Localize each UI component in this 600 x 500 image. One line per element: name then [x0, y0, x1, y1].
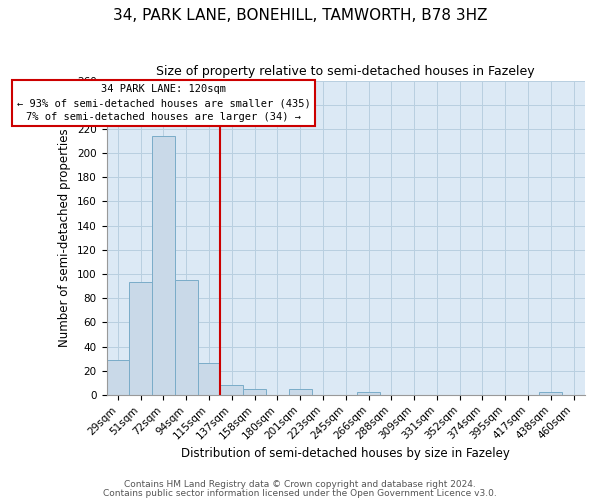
- Bar: [197, 364, 220, 395]
- Bar: [357, 392, 380, 395]
- Text: 34 PARK LANE: 120sqm
← 93% of semi-detached houses are smaller (435)
7% of semi-: 34 PARK LANE: 120sqm ← 93% of semi-detac…: [17, 84, 310, 122]
- Bar: [152, 136, 175, 395]
- Text: Contains HM Land Registry data © Crown copyright and database right 2024.: Contains HM Land Registry data © Crown c…: [124, 480, 476, 489]
- Bar: [289, 389, 311, 395]
- Bar: [107, 360, 130, 395]
- Bar: [243, 389, 266, 395]
- X-axis label: Distribution of semi-detached houses by size in Fazeley: Distribution of semi-detached houses by …: [181, 447, 510, 460]
- Bar: [175, 280, 197, 395]
- Text: Contains public sector information licensed under the Open Government Licence v3: Contains public sector information licen…: [103, 488, 497, 498]
- Title: Size of property relative to semi-detached houses in Fazeley: Size of property relative to semi-detach…: [157, 65, 535, 78]
- Bar: [130, 282, 152, 395]
- Text: 34, PARK LANE, BONEHILL, TAMWORTH, B78 3HZ: 34, PARK LANE, BONEHILL, TAMWORTH, B78 3…: [113, 8, 487, 22]
- Bar: [220, 385, 243, 395]
- Bar: [539, 392, 562, 395]
- Y-axis label: Number of semi-detached properties: Number of semi-detached properties: [58, 128, 71, 347]
